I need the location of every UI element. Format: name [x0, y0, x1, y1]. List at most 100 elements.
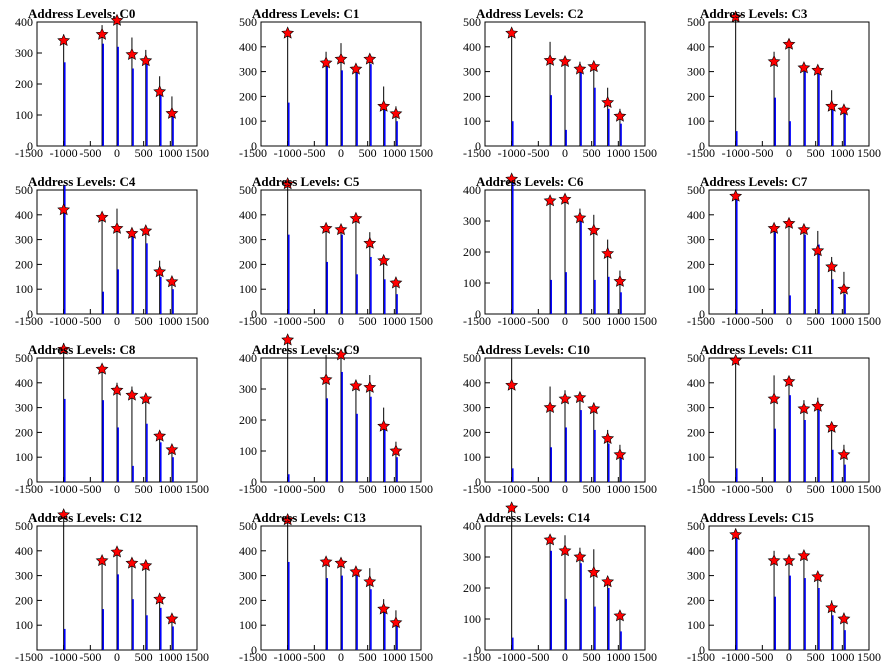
x-tick-label: -1500	[687, 650, 715, 664]
star-marker	[825, 420, 839, 433]
y-tick-label: 200	[463, 245, 481, 259]
x-tick-label: -1000	[722, 650, 750, 664]
star-marker	[377, 253, 391, 267]
y-tick-label: 200	[15, 77, 33, 91]
x-tick-label: 500	[807, 482, 825, 496]
bar-blue	[63, 398, 66, 482]
y-tick-label: 400	[463, 183, 481, 197]
x-tick-label: -1000	[498, 314, 526, 328]
bar-blue	[117, 574, 119, 650]
chart-svg: 0 100 200 300 400 500 -1500 -1000 -500 0 500 1000 15…	[463, 351, 657, 496]
star-marker	[782, 37, 796, 50]
bar-blue	[102, 43, 104, 147]
y-tick-label: 100	[463, 612, 481, 626]
x-tick-label: 0	[786, 482, 792, 496]
x-tick-label: -1000	[722, 482, 750, 496]
y-tick-label: 400	[463, 519, 481, 533]
chart-panel: 0 100 200 300 400 500 -1500 -1000 -500 0 500 1000 15…	[448, 0, 672, 168]
star-marker	[797, 549, 811, 562]
star-marker	[363, 380, 377, 393]
chart-title: Address Levels: C7	[700, 174, 808, 189]
chart-title: Address Levels: C10	[476, 342, 590, 357]
x-tick-label: 1500	[633, 650, 657, 664]
y-tick-label: 200	[687, 425, 705, 439]
bar-blue	[844, 113, 846, 146]
star-marker	[110, 545, 124, 558]
x-tick-label: -500	[751, 650, 773, 664]
chart-panel: 0 100 200 300 400 500 -1500 -1000 -500 0 500 1000 15…	[672, 336, 896, 504]
bar-blue	[735, 194, 738, 314]
y-tick-label: 300	[463, 214, 481, 228]
x-tick-label: -1000	[274, 650, 302, 664]
bar-blue	[370, 396, 372, 482]
bar-blue	[550, 550, 552, 650]
y-tick-label: 500	[15, 183, 33, 197]
bar-blue	[326, 261, 328, 314]
x-tick-label: 500	[135, 650, 153, 664]
bar-blue	[117, 427, 119, 482]
x-tick-label: 0	[114, 314, 120, 328]
star-marker	[389, 107, 403, 120]
bar-blue	[396, 622, 398, 650]
y-tick-label: 100	[15, 450, 33, 464]
y-tick-label: 100	[463, 450, 481, 464]
bar-blue	[511, 180, 514, 314]
x-tick-label: -500	[303, 650, 325, 664]
y-tick-label: 200	[239, 413, 257, 427]
bar-blue	[326, 64, 328, 146]
bar-blue	[774, 596, 776, 650]
x-tick-label: 0	[786, 146, 792, 160]
bar-blue	[774, 232, 776, 314]
bar-blue	[326, 398, 328, 482]
chart-title: Address Levels: C13	[252, 510, 366, 525]
bar-blue	[594, 87, 596, 146]
star-marker	[139, 392, 153, 405]
chart-svg: 0 100 200 300 400 -1500 -1000 -500 0 500 1000 1500	[15, 13, 209, 160]
star-marker	[587, 565, 601, 578]
star-marker	[95, 362, 109, 375]
x-tick-label: -1500	[15, 482, 43, 496]
star-marker	[377, 99, 391, 112]
bar-blue	[117, 269, 119, 314]
y-tick-label: 100	[239, 618, 257, 632]
bar-blue	[341, 70, 343, 146]
x-tick-label: -500	[79, 146, 101, 160]
bar-blue	[580, 563, 582, 650]
x-tick-label: 1000	[382, 482, 406, 496]
star-marker	[573, 62, 587, 75]
x-tick-label: 1000	[830, 482, 854, 496]
y-tick-label: 100	[687, 618, 705, 632]
star-marker	[601, 575, 615, 588]
star-marker	[319, 56, 333, 69]
x-tick-label: 1500	[857, 650, 881, 664]
y-tick-label: 100	[239, 282, 257, 296]
x-tick-label: 1500	[633, 314, 657, 328]
star-marker	[782, 553, 796, 567]
x-tick-label: 500	[359, 314, 377, 328]
bar-blue	[146, 243, 148, 314]
y-tick-label: 400	[15, 208, 33, 222]
x-tick-label: -1500	[239, 146, 267, 160]
bar-blue	[396, 457, 398, 482]
chart-title: Address Levels: C12	[28, 510, 142, 525]
y-tick-label: 300	[687, 569, 705, 583]
bar-blue	[580, 71, 582, 146]
y-tick-label: 300	[15, 569, 33, 583]
x-tick-label: -1500	[239, 482, 267, 496]
bar-blue	[102, 400, 104, 482]
x-tick-label: 0	[786, 314, 792, 328]
chart-panel: 0 100 200 300 400 500 -1500 -1000 -500 0 500 1000 15…	[448, 336, 672, 504]
x-tick-label: -500	[79, 314, 101, 328]
star-marker	[729, 189, 743, 202]
x-tick-label: -1000	[50, 650, 78, 664]
chart-panel: 0 100 200 300 400 -1500 -1000 -500 0 500 1000 1500 A…	[0, 0, 224, 168]
y-tick-label: 400	[687, 208, 705, 222]
y-tick-label: 500	[15, 519, 33, 533]
star-marker	[558, 392, 572, 405]
chart-panel: 0 100 200 300 400 500 -1500 -1000 -500 0 500 1000 15…	[224, 504, 448, 672]
chart-title: Address Levels: C11	[700, 342, 814, 357]
x-tick-label: -1500	[463, 146, 491, 160]
chart-svg: 0 100 200 300 400 -1500 -1000 -500 0 500 1000 1500	[239, 333, 433, 496]
y-tick-label: 100	[15, 108, 33, 122]
star-marker	[139, 558, 153, 572]
